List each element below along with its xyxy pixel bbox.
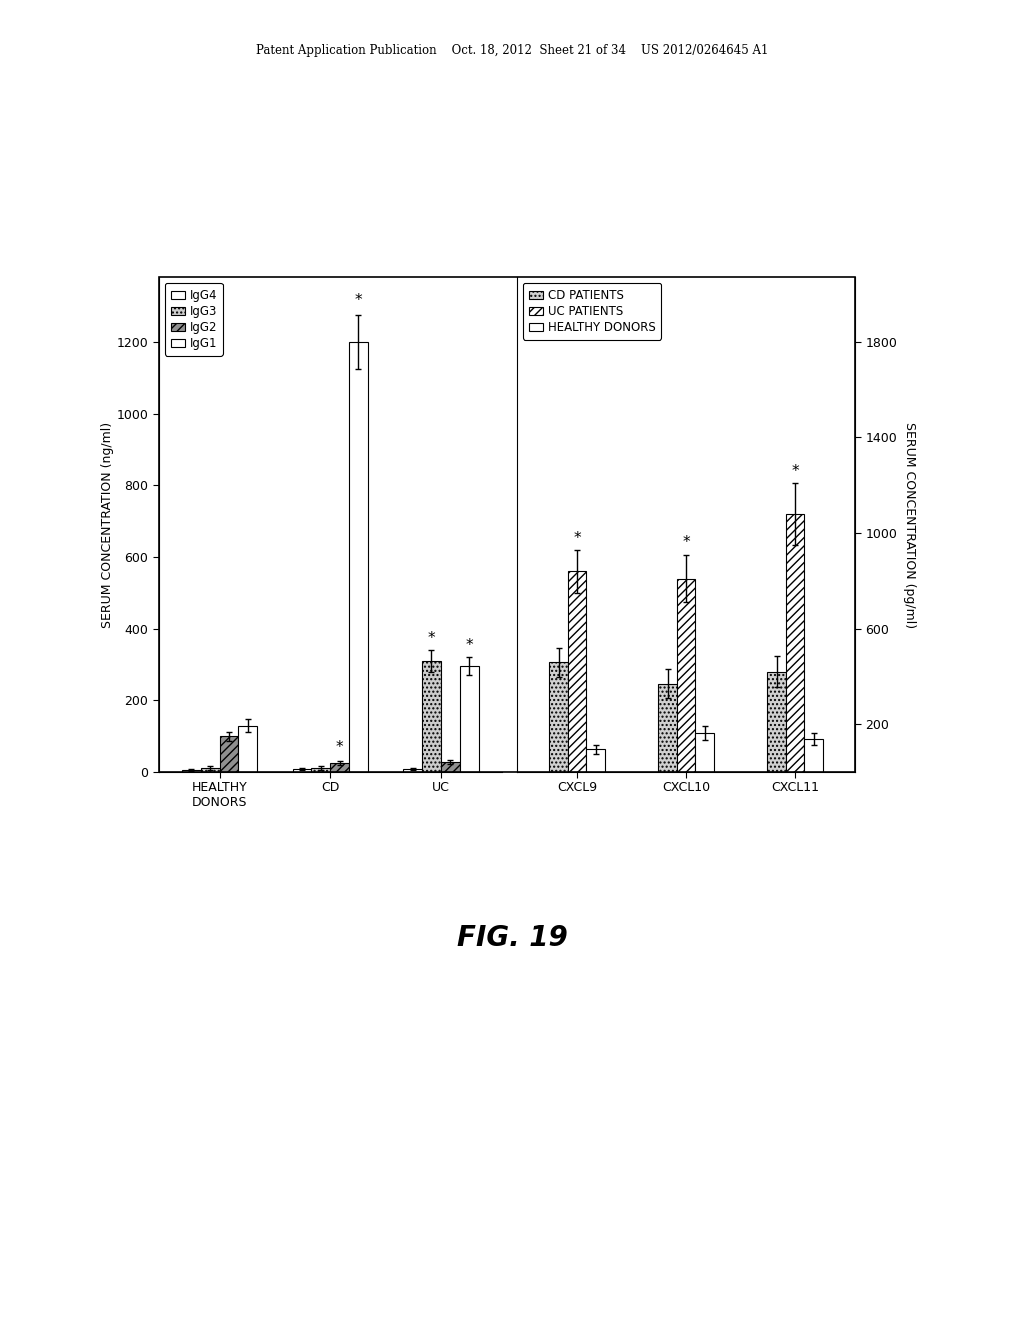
Bar [219,737,239,772]
Bar [549,663,567,772]
Text: FIG. 19: FIG. 19 [457,924,567,952]
Bar [182,771,201,772]
Bar [422,661,441,772]
Text: *: * [792,463,799,479]
Bar [677,578,695,772]
Text: *: * [336,739,343,755]
Text: *: * [465,638,473,653]
Bar [349,342,368,772]
Bar [330,763,349,772]
Bar [587,750,605,772]
Text: *: * [682,536,690,550]
Text: Patent Application Publication    Oct. 18, 2012  Sheet 21 of 34    US 2012/02646: Patent Application Publication Oct. 18, … [256,44,768,57]
Bar [805,739,823,772]
Bar [293,770,311,772]
Text: *: * [428,631,435,645]
Bar [658,684,677,772]
Bar [785,513,805,772]
Text: *: * [354,293,362,309]
Bar [567,572,587,772]
Bar [311,768,330,772]
Text: *: * [573,531,581,545]
Legend: IgG4, IgG3, IgG2, IgG1: IgG4, IgG3, IgG2, IgG1 [165,282,223,356]
Y-axis label: SERUM CONCENTRATION (pg/ml): SERUM CONCENTRATION (pg/ml) [903,421,915,628]
Bar [441,762,460,772]
Bar [239,726,257,772]
Legend: CD PATIENTS, UC PATIENTS, HEALTHY DONORS: CD PATIENTS, UC PATIENTS, HEALTHY DONORS [523,282,662,339]
Bar [767,672,785,772]
Bar [403,770,422,772]
Bar [460,667,478,772]
Y-axis label: SERUM CONCENTRATION (ng/ml): SERUM CONCENTRATION (ng/ml) [100,421,114,628]
Bar [201,768,219,772]
Bar [695,733,714,772]
